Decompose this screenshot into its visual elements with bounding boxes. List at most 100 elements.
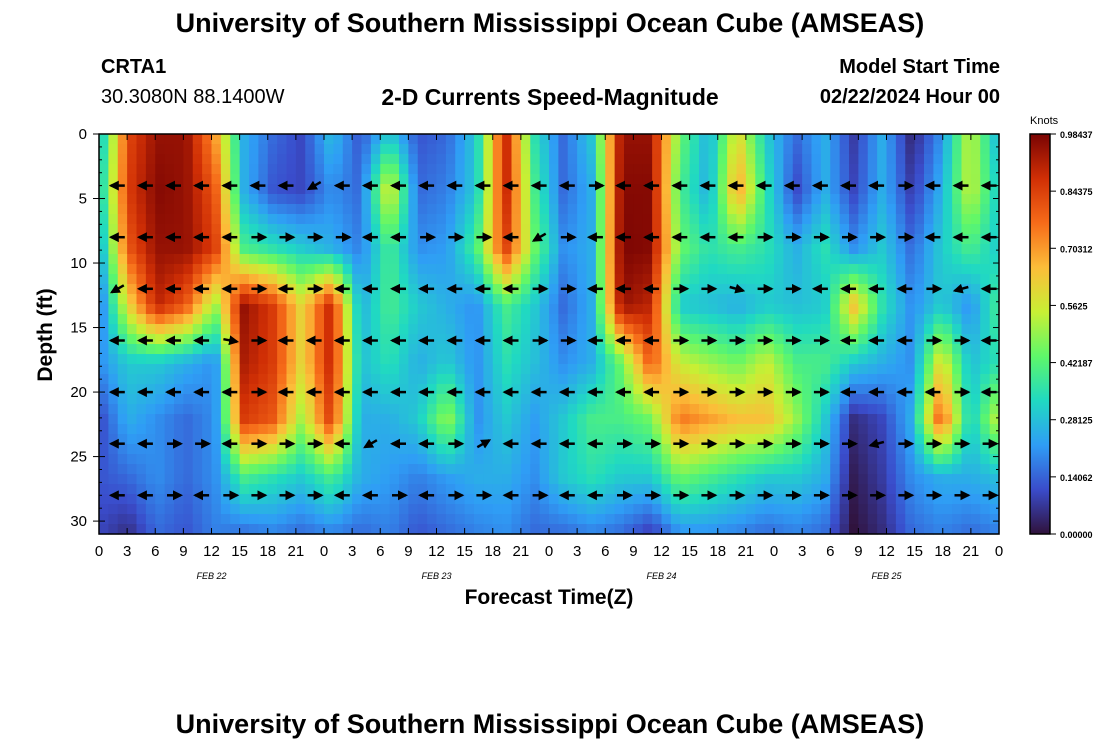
- heatmap-cell: [989, 514, 1000, 525]
- heatmap-cell: [867, 314, 878, 325]
- heatmap-cell: [783, 524, 794, 535]
- heatmap-cell: [324, 314, 334, 325]
- heatmap-cell: [792, 444, 803, 455]
- heatmap-cell: [980, 204, 991, 215]
- heatmap-cell: [145, 164, 156, 175]
- heatmap-cell: [567, 204, 578, 215]
- heatmap-cell: [839, 154, 850, 165]
- heatmap-cell: [764, 344, 775, 355]
- heatmap-cell: [314, 474, 325, 485]
- heatmap-cell: [258, 304, 269, 315]
- heatmap-cell: [389, 464, 400, 475]
- heatmap-cell: [989, 174, 1000, 185]
- heatmap-cell: [342, 264, 353, 275]
- heatmap-cell: [605, 254, 616, 265]
- heatmap-cell: [952, 144, 963, 155]
- heatmap-cell: [464, 494, 475, 505]
- heatmap-cell: [230, 254, 241, 265]
- heatmap-cell: [277, 234, 288, 245]
- heatmap-cell: [174, 374, 184, 385]
- heatmap-cell: [380, 174, 391, 185]
- heatmap-cell: [924, 314, 934, 325]
- heatmap-cell: [417, 464, 428, 475]
- current-arrow: [109, 283, 125, 294]
- heatmap-cell: [830, 174, 841, 185]
- heatmap-cell: [708, 454, 719, 465]
- heatmap-cell: [258, 294, 269, 305]
- heatmap-cell: [380, 184, 391, 195]
- heatmap-cell: [202, 344, 213, 355]
- heatmap-cell: [961, 454, 972, 465]
- heatmap-cell: [717, 434, 728, 445]
- heatmap-cell: [792, 414, 803, 425]
- heatmap-cell: [755, 384, 766, 395]
- heatmap-cell: [792, 424, 803, 435]
- x-tick-label: 0: [95, 543, 103, 560]
- heatmap-cell: [267, 524, 278, 535]
- heatmap-cell: [577, 224, 588, 235]
- heatmap-cell: [717, 494, 728, 505]
- heatmap-cell: [239, 274, 250, 285]
- heatmap-cell: [314, 394, 325, 405]
- heatmap-cell: [230, 164, 241, 175]
- heatmap-cell: [642, 474, 653, 485]
- heatmap-cell: [849, 184, 859, 195]
- heatmap-cell: [689, 374, 700, 385]
- heatmap-cell: [699, 304, 709, 315]
- heatmap-cell: [567, 294, 578, 305]
- heatmap-cell: [839, 304, 850, 315]
- heatmap-cell: [530, 254, 541, 265]
- heatmap-cell: [961, 144, 972, 155]
- heatmap-cell: [980, 304, 991, 315]
- heatmap-cell: [830, 444, 841, 455]
- heatmap-cell: [427, 204, 438, 215]
- heatmap-cell: [811, 344, 822, 355]
- heatmap-cell: [652, 414, 663, 425]
- heatmap-cell: [324, 414, 334, 425]
- heatmap-cell: [117, 184, 128, 195]
- heatmap-cell: [849, 464, 859, 475]
- heatmap-cell: [230, 134, 241, 145]
- heatmap-cell: [249, 304, 259, 315]
- heatmap-cell: [408, 294, 419, 305]
- heatmap-cell: [820, 164, 831, 175]
- heatmap-cell: [99, 494, 109, 505]
- heatmap-cell: [249, 404, 259, 415]
- heatmap-cell: [970, 244, 981, 255]
- heatmap-cell: [792, 474, 803, 485]
- heatmap-cell: [886, 134, 897, 145]
- heatmap-cell: [502, 484, 513, 495]
- heatmap-cell: [755, 264, 766, 275]
- heatmap-cell: [361, 254, 372, 265]
- heatmap-cell: [314, 364, 325, 375]
- heatmap-cell: [924, 304, 934, 315]
- heatmap-cell: [183, 374, 194, 385]
- heatmap-cell: [230, 414, 241, 425]
- heatmap-cell: [970, 214, 981, 225]
- heatmap-cell: [211, 314, 222, 325]
- heatmap-cell: [652, 214, 663, 225]
- heatmap-cell: [192, 204, 203, 215]
- heatmap-cell: [492, 524, 503, 535]
- heatmap-cell: [736, 274, 747, 285]
- heatmap-cell: [539, 374, 550, 385]
- heatmap-cell: [427, 134, 438, 145]
- heatmap-cell: [605, 424, 616, 435]
- heatmap-cell: [127, 354, 138, 365]
- heatmap-cell: [370, 494, 381, 505]
- heatmap-cell: [408, 484, 419, 495]
- heatmap-cell: [127, 304, 138, 315]
- heatmap-cell: [436, 304, 447, 315]
- heatmap-cell: [820, 254, 831, 265]
- heatmap-cell: [202, 154, 213, 165]
- heatmap-cell: [924, 174, 934, 185]
- heatmap-cell: [905, 394, 916, 405]
- heatmap-cell: [605, 464, 616, 475]
- heatmap-cell: [830, 344, 841, 355]
- heatmap-cell: [745, 334, 756, 345]
- heatmap-cell: [577, 134, 588, 145]
- heatmap-cell: [605, 204, 616, 215]
- heatmap-cell: [952, 494, 963, 505]
- heatmap-cell: [858, 174, 869, 185]
- heatmap-cell: [389, 274, 400, 285]
